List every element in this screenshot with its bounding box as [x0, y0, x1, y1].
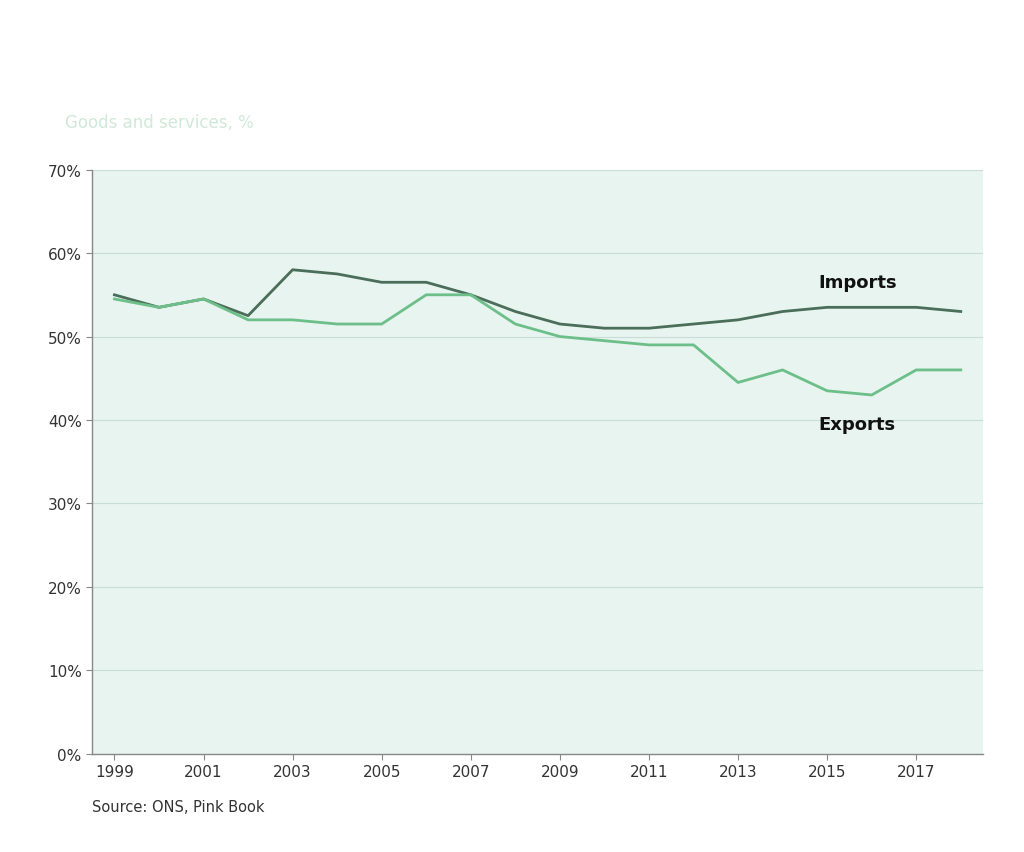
Text: Exports: Exports: [818, 415, 895, 433]
Text: Share of UK trade with the EU, 1999-2018: Share of UK trade with the EU, 1999-2018: [65, 45, 624, 69]
Text: Imports: Imports: [818, 273, 897, 291]
Text: Goods and services, %: Goods and services, %: [65, 114, 254, 132]
Text: Source: ONS, Pink Book: Source: ONS, Pink Book: [92, 798, 264, 814]
